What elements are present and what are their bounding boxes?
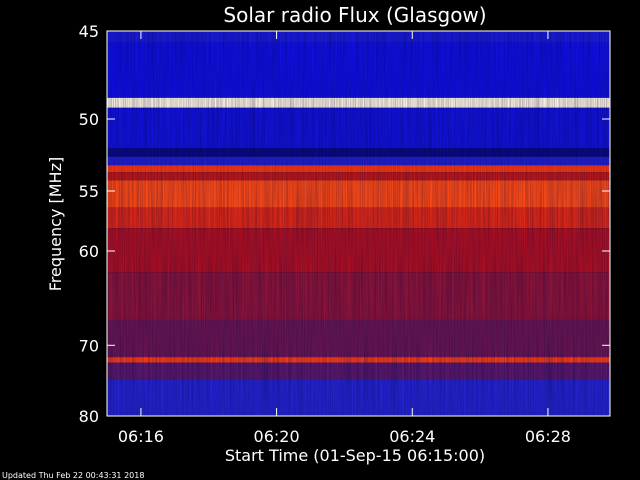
x-tick-label: 06:16 [118, 427, 164, 446]
y-tick-label: 80 [79, 407, 99, 426]
x-tick-label: 06:20 [254, 427, 300, 446]
y-tick-label: 60 [79, 242, 99, 261]
y-tick-label: 50 [79, 110, 99, 129]
x-axis: 06:16 06:20 06:24 06:28 [118, 31, 571, 446]
x-axis-label: Start Time (01-Sep-15 06:15:00) [225, 446, 485, 465]
noise-texture [107, 31, 610, 416]
y-axis-label: Frequency [MHz] [46, 157, 65, 291]
x-tick-label: 06:28 [525, 427, 571, 446]
y-tick-label: 55 [79, 182, 99, 201]
chart-title: Solar radio Flux (Glasgow) [223, 3, 486, 27]
y-tick-label: 70 [79, 336, 99, 355]
y-axis: 45 50 55 60 70 80 [79, 22, 610, 426]
plot-area [106, 30, 611, 417]
plot-frame [106, 30, 611, 417]
updated-timestamp: Updated Thu Feb 22 00:43:31 2018 [2, 471, 144, 480]
y-tick-label: 45 [79, 22, 99, 41]
x-tick-label: 06:24 [389, 427, 435, 446]
